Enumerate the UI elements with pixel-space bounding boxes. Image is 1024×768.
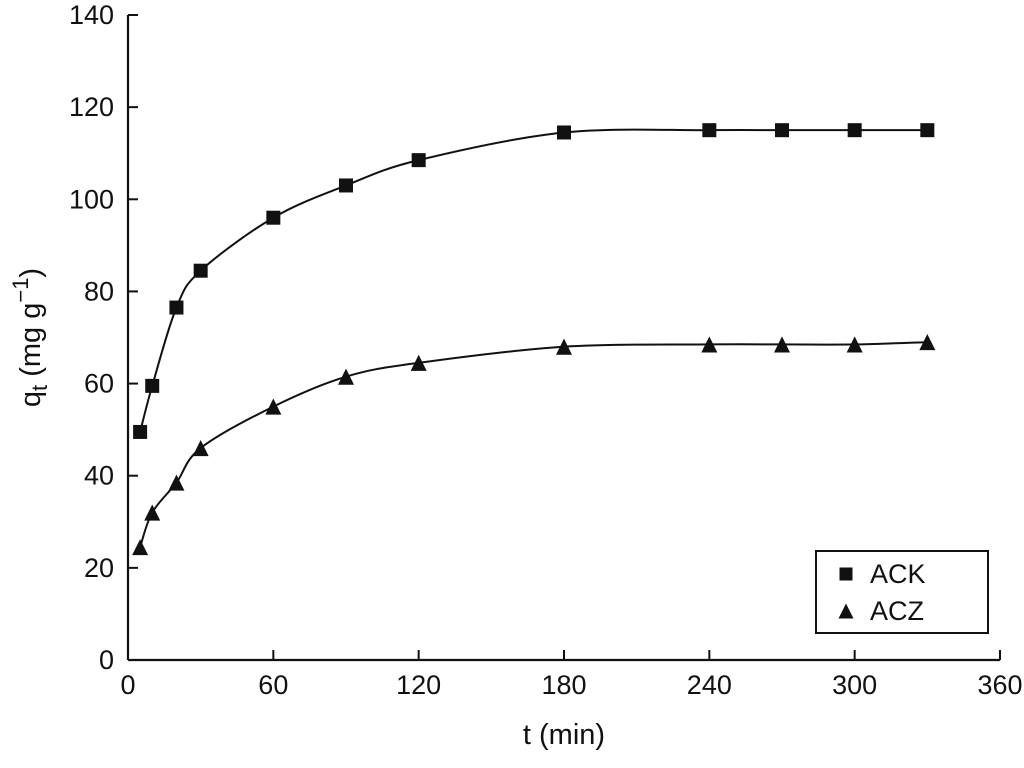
legend-label-ACK: ACK: [870, 559, 926, 589]
square-marker: [702, 123, 717, 138]
series-ACK: [133, 123, 935, 439]
y-tick-label: 140: [69, 0, 114, 30]
triangle-marker: [144, 504, 161, 521]
square-marker: [557, 125, 571, 140]
square-marker: [169, 300, 184, 315]
y-tick-label: 60: [84, 369, 114, 399]
y-tick-label: 100: [69, 184, 114, 214]
series-ACZ: [132, 334, 936, 556]
x-axis-title: t (min): [523, 719, 605, 751]
tick-marks: [127, 14, 1001, 661]
x-tick-label: 240: [687, 670, 732, 700]
triangle-marker: [701, 336, 718, 353]
y-axis-title: qt (mg g−1): [8, 268, 52, 407]
triangle-marker: [265, 398, 282, 415]
triangle-marker: [846, 336, 863, 353]
x-tick-label: 360: [977, 670, 1022, 700]
x-tick-label: 60: [258, 670, 288, 700]
triangle-marker: [168, 474, 185, 491]
square-marker: [411, 153, 426, 168]
square-marker: [145, 378, 160, 393]
square-marker: [266, 210, 281, 225]
square-marker: [775, 123, 789, 138]
triangle-marker: [774, 336, 790, 353]
fit-curve-ACZ: [139, 341, 928, 548]
legend: ACK ACZ: [815, 550, 989, 634]
square-marker: [920, 123, 935, 138]
tick-labels: 0 60 120 180 240 300 360 0 20 40 60 80 100 120 140: [69, 0, 1023, 700]
triangle-marker: [919, 334, 936, 351]
fit-curve-ACK: [139, 128, 928, 433]
triangle-marker: [338, 368, 354, 385]
square-marker: [133, 424, 148, 439]
square-marker: [847, 123, 862, 138]
axis-titles: t (min) qt (mg g−1): [8, 268, 605, 751]
x-tick-label: 0: [120, 670, 135, 700]
y-tick-label: 0: [99, 645, 114, 675]
legend-label-ACZ: ACZ: [870, 596, 924, 626]
square-marker: [839, 567, 853, 581]
x-tick-label: 300: [832, 670, 877, 700]
y-tick-label: 20: [84, 553, 114, 583]
triangle-marker: [132, 539, 149, 556]
y-tick-label: 80: [84, 276, 114, 306]
x-tick-label: 120: [396, 670, 441, 700]
triangle-marker: [838, 603, 854, 619]
legend-box: [815, 550, 989, 634]
square-marker: [193, 263, 208, 278]
triangle-marker: [192, 440, 209, 457]
y-tick-label: 120: [69, 92, 114, 122]
triangle-marker: [410, 354, 427, 371]
square-marker: [339, 178, 353, 193]
y-tick-label: 40: [84, 461, 114, 491]
triangle-marker: [556, 338, 572, 355]
x-tick-label: 180: [541, 670, 586, 700]
